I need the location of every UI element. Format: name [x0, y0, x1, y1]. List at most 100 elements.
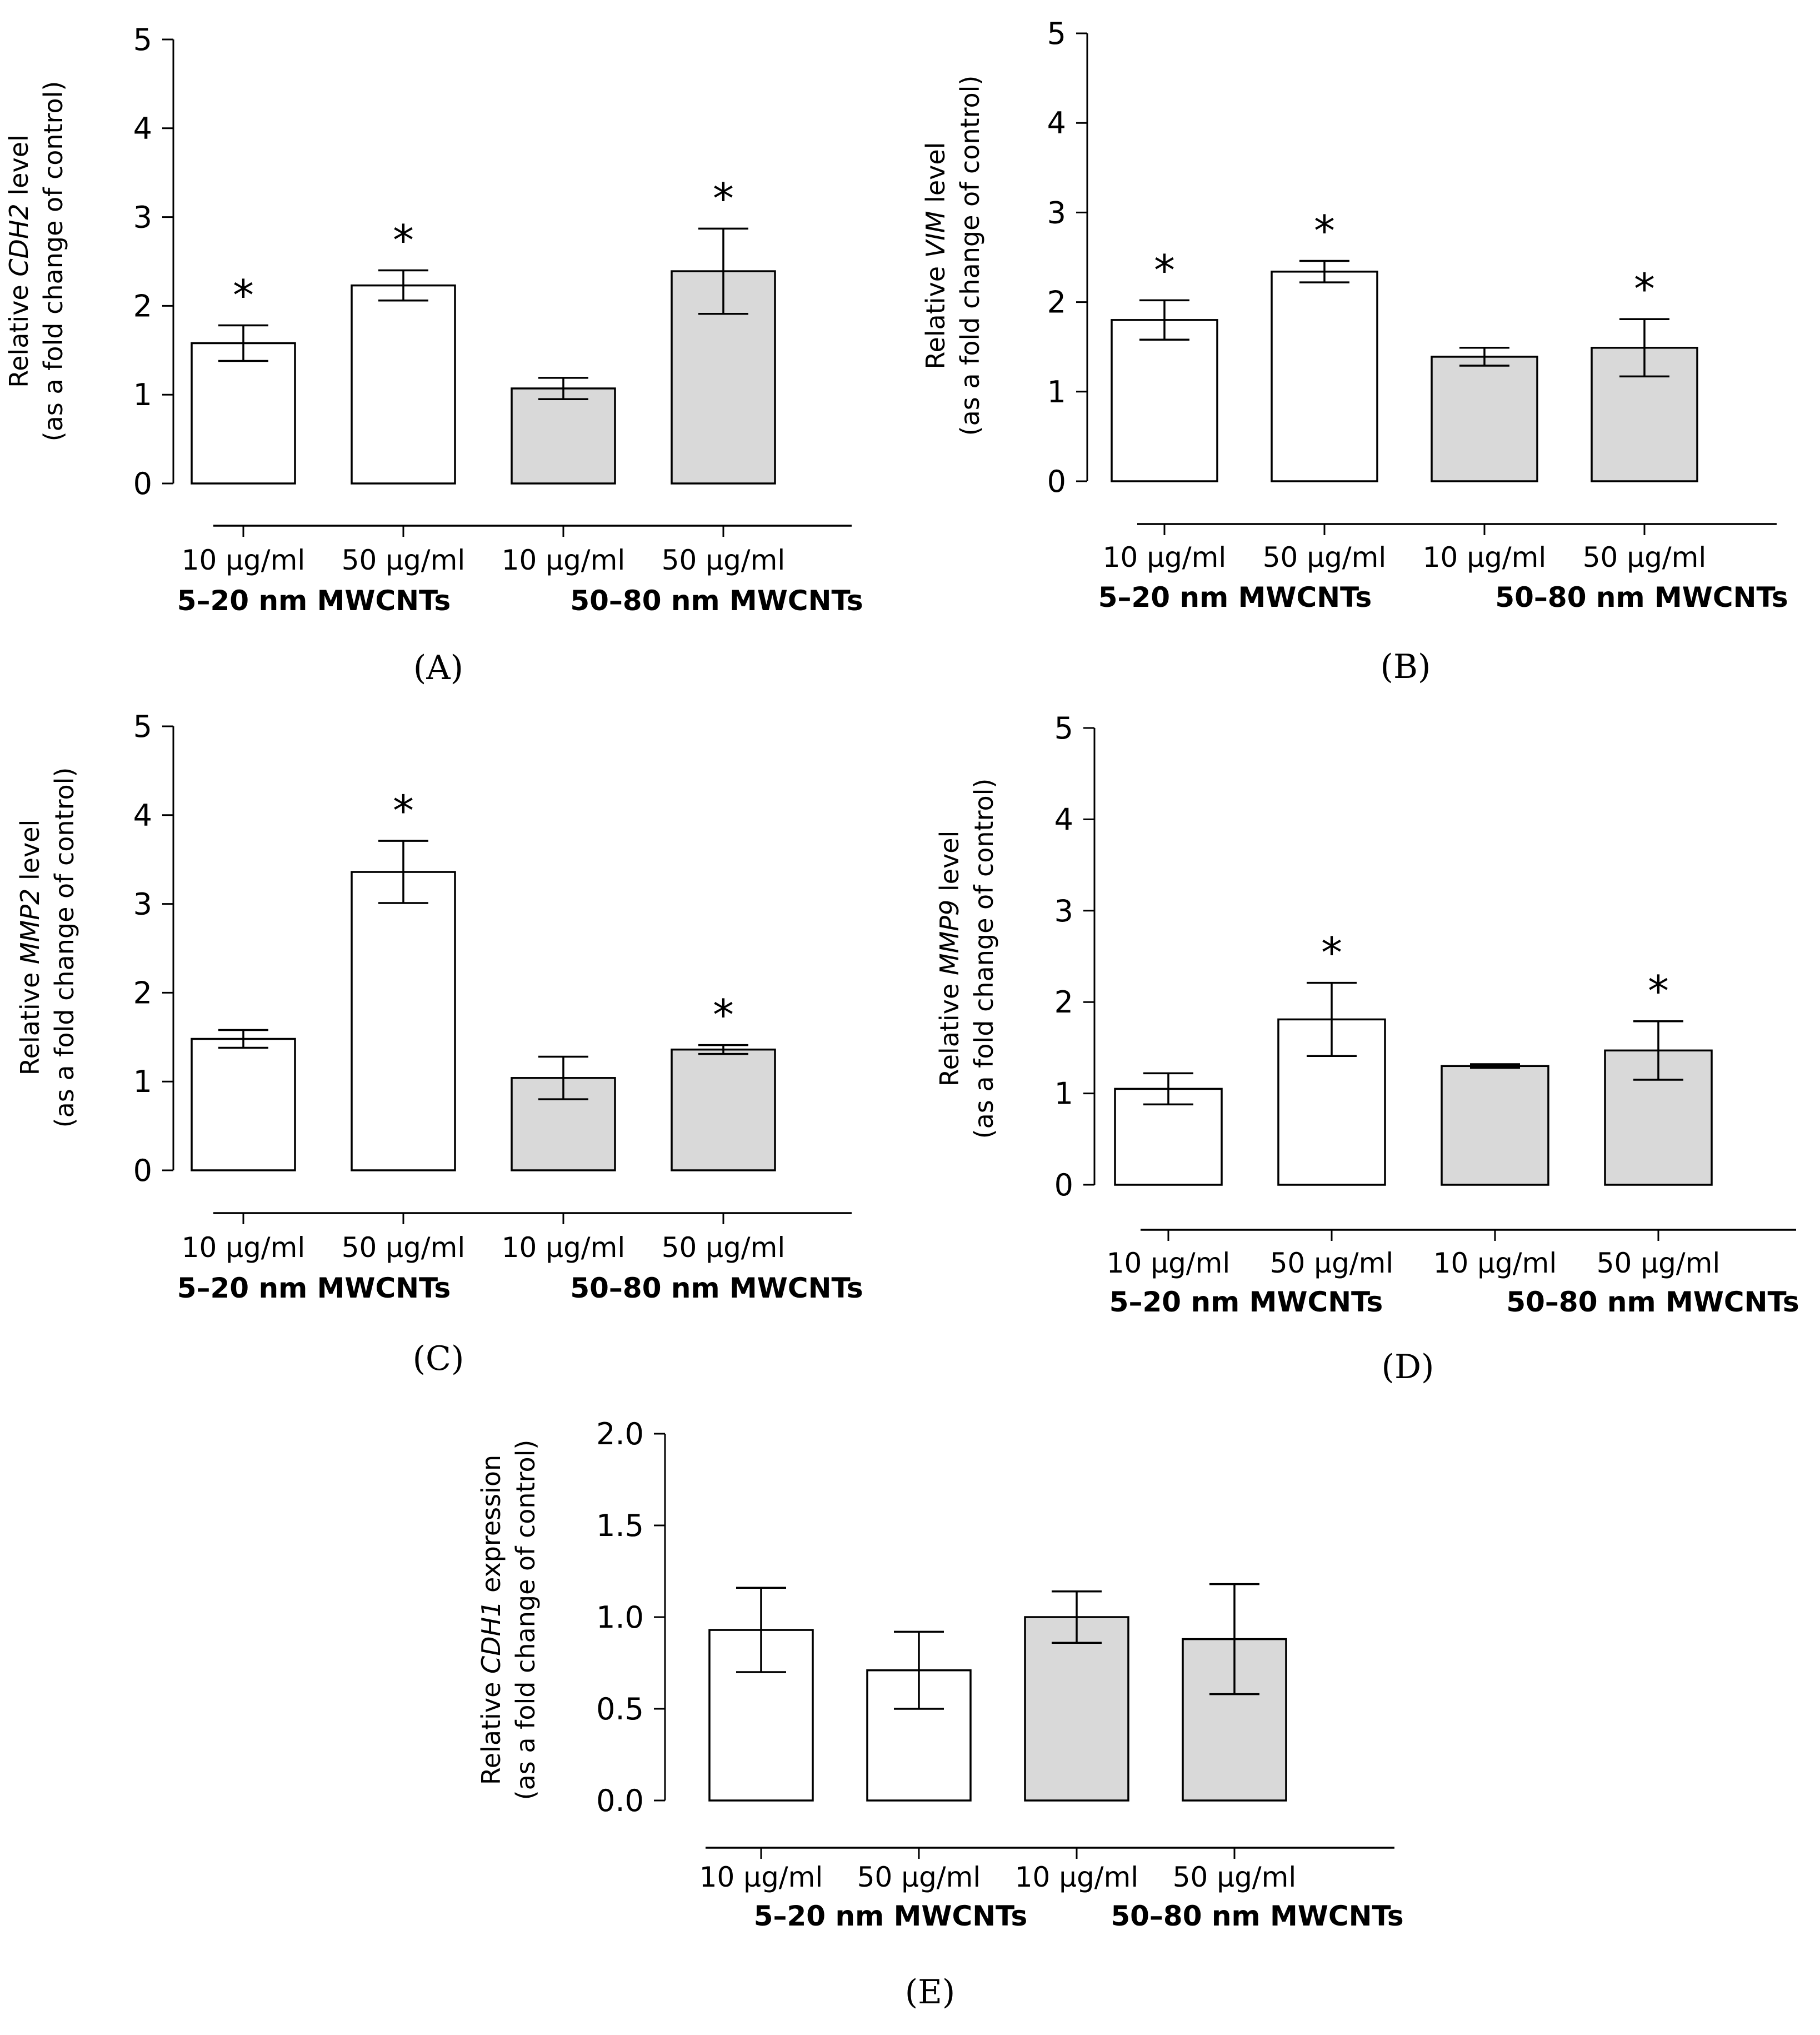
- bar: [511, 387, 616, 485]
- gene-name: CDH2: [4, 203, 34, 276]
- y-tick-label: 0: [133, 1153, 152, 1188]
- y-axis-label-line2: (as a fold change of control): [955, 76, 985, 436]
- y-axis-label-prefix: Relative: [934, 975, 964, 1086]
- group-label: 50–80 nm MWCNTs: [1111, 1900, 1403, 1932]
- bar: [1441, 1065, 1549, 1186]
- chart-panel-d: 0 1 2 3 4 5 Relative MMP9 level (as a fold chan…: [934, 711, 1799, 1386]
- y-tick-label: 4: [133, 798, 152, 833]
- y-tick-label: 2: [133, 975, 152, 1010]
- significance-marker: *: [713, 990, 734, 1040]
- gene-name: MMP9: [934, 900, 964, 975]
- y-tick-label: 3: [1047, 195, 1066, 230]
- y-axis-label-line2: (as a fold change of control): [511, 1440, 541, 1800]
- panel-label: (B): [1381, 647, 1431, 686]
- bar: [1024, 1616, 1129, 1802]
- x-category-label: 50 μg/ml: [1263, 541, 1387, 573]
- y-tick-label: 5: [1047, 16, 1066, 51]
- y-tick-label: 5: [1054, 711, 1073, 746]
- significance-marker: *: [1154, 245, 1175, 295]
- x-category-label: 50 μg/ml: [662, 544, 786, 576]
- y-tick-label: 0: [1047, 464, 1066, 499]
- x-category-label: 50 μg/ml: [1173, 1861, 1297, 1893]
- significance-marker: *: [1314, 206, 1335, 255]
- significance-marker: *: [393, 786, 414, 835]
- group-label: 50–80 nm MWCNTs: [570, 585, 863, 617]
- y-tick-label: 3: [133, 200, 152, 235]
- y-tick-label: 2: [133, 288, 152, 323]
- bar: [671, 1048, 776, 1171]
- y-tick-label: 4: [1047, 106, 1066, 141]
- x-category-label: 50 μg/ml: [342, 544, 466, 576]
- y-axis-label: Relative CDH1 expression (as a fold chang…: [476, 1440, 541, 1800]
- y-tick-label: 1.0: [596, 1600, 644, 1635]
- y-tick-label: 2: [1054, 985, 1073, 1020]
- bar: [191, 342, 296, 485]
- y-axis-label-line2: (as a fold change of control): [969, 779, 999, 1139]
- y-axis-label-suffix: level: [934, 831, 964, 900]
- group-label: 5–20 nm MWCNTs: [1109, 1286, 1383, 1318]
- y-tick-label: 2.0: [596, 1416, 644, 1452]
- y-tick-label: 4: [133, 111, 152, 146]
- bar: [1111, 319, 1218, 482]
- x-category-label: 10 μg/ml: [1107, 1247, 1231, 1279]
- y-axis-label: Relative CDH2 level (as a fold change of …: [4, 81, 68, 442]
- y-tick-label: 4: [1054, 802, 1073, 837]
- y-axis-label-line1: Relative VIM level: [921, 142, 951, 370]
- y-tick-label: 1: [1054, 1076, 1073, 1111]
- y-axis-label-suffix: level: [921, 142, 951, 211]
- y-axis-label-line1: Relative CDH1 expression: [476, 1455, 506, 1785]
- x-category-label: 50 μg/ml: [662, 1231, 786, 1264]
- x-category-label: 50 μg/ml: [1597, 1247, 1721, 1279]
- gene-name: CDH1: [476, 1601, 506, 1674]
- x-category-label: 10 μg/ml: [502, 544, 626, 576]
- y-axis-label: Relative VIM level (as a fold change of c…: [921, 76, 985, 436]
- x-category-label: 50 μg/ml: [857, 1861, 981, 1893]
- y-tick-label: 5: [133, 22, 152, 57]
- x-category-label: 50 μg/ml: [342, 1231, 466, 1264]
- panel-label: (A): [413, 649, 463, 687]
- bar: [1431, 356, 1538, 482]
- significance-marker: *: [393, 215, 414, 265]
- significance-marker: *: [1634, 264, 1655, 313]
- y-tick-label: 3: [1054, 894, 1073, 929]
- significance-marker: *: [713, 173, 734, 223]
- panel-label: (C): [413, 1339, 464, 1378]
- significance-marker: *: [1321, 928, 1342, 977]
- chart-panel-b: 0 1 2 3 4 5 Relative VIM level (as a fold chang…: [921, 16, 1788, 686]
- y-axis-label-suffix: level: [15, 820, 45, 889]
- chart-panel-c: 0 1 2 3 4 5 Relative MMP2 level (as a fold chan…: [15, 709, 863, 1378]
- y-axis-label: Relative MMP9 level (as a fold change of …: [934, 779, 999, 1139]
- y-tick-label: 5: [133, 709, 152, 744]
- x-category-label: 10 μg/ml: [182, 1231, 306, 1264]
- x-category-label: 10 μg/ml: [699, 1861, 823, 1893]
- x-category-label: 10 μg/ml: [1015, 1861, 1139, 1893]
- bar: [351, 871, 456, 1171]
- gene-name: VIM: [921, 211, 951, 258]
- y-axis-label-prefix: Relative: [476, 1674, 506, 1785]
- y-tick-label: 1: [1047, 375, 1066, 410]
- panel-label: (D): [1382, 1348, 1434, 1386]
- y-tick-label: 0: [1054, 1168, 1073, 1203]
- y-axis-label-line1: Relative MMP2 level: [15, 820, 45, 1076]
- y-tick-label: 0.0: [596, 1783, 644, 1818]
- y-axis-label-prefix: Relative: [921, 258, 951, 369]
- group-label: 5–20 nm MWCNTs: [1098, 581, 1372, 614]
- y-tick-label: 1: [133, 1064, 152, 1099]
- x-category-label: 10 μg/ml: [1103, 541, 1227, 573]
- x-category-label: 10 μg/ml: [1423, 541, 1547, 573]
- y-tick-label: 0: [133, 466, 152, 501]
- group-label: 5–20 nm MWCNTs: [754, 1900, 1028, 1932]
- significance-marker: *: [1648, 966, 1669, 1016]
- y-axis-label-line2: (as a fold change of control): [38, 81, 68, 442]
- bar: [351, 284, 456, 485]
- bar: [191, 1038, 296, 1171]
- y-axis-label-line1: Relative CDH2 level: [4, 134, 34, 388]
- x-category-label: 10 μg/ml: [182, 544, 306, 576]
- y-tick-label: 1: [133, 377, 152, 412]
- y-axis-label-prefix: Relative: [4, 277, 34, 388]
- y-tick-label: 0.5: [596, 1692, 644, 1727]
- group-label: 5–20 nm MWCNTs: [177, 1272, 451, 1304]
- y-tick-label: 2: [1047, 285, 1066, 320]
